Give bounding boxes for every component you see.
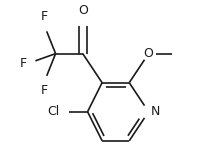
Text: F: F [19, 57, 26, 70]
Text: F: F [40, 10, 47, 23]
Text: O: O [78, 4, 88, 17]
Text: F: F [40, 84, 47, 97]
Text: O: O [144, 47, 154, 60]
Text: Cl: Cl [47, 105, 59, 118]
Text: N: N [151, 105, 160, 118]
